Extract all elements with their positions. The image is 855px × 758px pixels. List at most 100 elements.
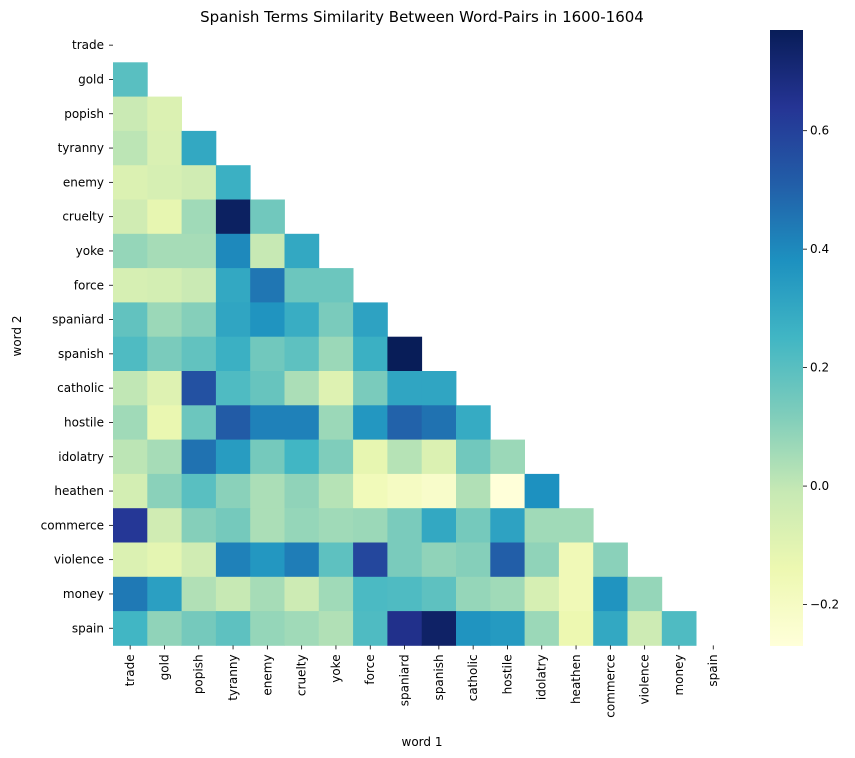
- heatmap-cell: [113, 268, 148, 303]
- heatmap-cell: [387, 473, 423, 509]
- heatmap-cell: [113, 62, 148, 97]
- heatmap-cells: [113, 62, 697, 646]
- heatmap-cell: [250, 199, 285, 235]
- colorbar-tick-label: 0.0: [810, 479, 829, 493]
- heatmap-cell: [113, 233, 148, 269]
- y-tick-label: commerce: [41, 518, 104, 532]
- heatmap-cell: [113, 473, 148, 509]
- heatmap-cell: [181, 439, 217, 475]
- heatmap-cell: [284, 371, 320, 406]
- heatmap-cell: [387, 336, 423, 372]
- x-tick-label: spaniard: [398, 654, 412, 706]
- x-tick-label: force: [363, 654, 377, 684]
- chart-title: Spanish Terms Similarity Between Word-Pa…: [200, 8, 644, 26]
- y-tick-label: catholic: [57, 381, 104, 395]
- heatmap-cell: [181, 165, 217, 200]
- y-tick-label: idolatry: [58, 450, 104, 464]
- heatmap-cell: [215, 508, 251, 543]
- heatmap-cell: [181, 268, 217, 303]
- heatmap-cell: [318, 439, 354, 475]
- heatmap-cell: [524, 576, 560, 612]
- heatmap-cell: [284, 576, 320, 612]
- heatmap-cell: [147, 576, 182, 612]
- heatmap-cell: [181, 130, 217, 166]
- heatmap-cell: [215, 439, 251, 475]
- heatmap-cell: [147, 130, 182, 166]
- heatmap-cell: [181, 371, 217, 406]
- heatmap-cell: [113, 371, 148, 406]
- heatmap-cell: [250, 405, 285, 440]
- x-tick-label: commerce: [603, 654, 617, 717]
- heatmap-cell: [456, 611, 491, 646]
- x-axis: trade gold popish tyranny enemy cruelty yoke fo…: [123, 645, 720, 718]
- y-axis-label: word 2: [10, 316, 24, 357]
- heatmap-cell: [147, 542, 182, 578]
- heatmap-cell: [215, 576, 251, 612]
- x-tick-label: spain: [706, 654, 720, 686]
- x-tick-label: hostile: [500, 654, 514, 694]
- heatmap-cell: [353, 508, 388, 543]
- heatmap-cell: [593, 611, 628, 646]
- x-tick-label: spanish: [432, 654, 446, 700]
- heatmap-cell: [215, 473, 251, 509]
- heatmap-cell: [147, 268, 182, 303]
- y-tick-label: cruelty: [62, 210, 104, 224]
- y-tick-label: violence: [54, 553, 104, 567]
- heatmap-cell: [421, 508, 457, 543]
- heatmap-cell: [113, 302, 148, 338]
- heatmap-cell: [147, 199, 182, 235]
- heatmap-cell: [490, 508, 525, 543]
- heatmap-cell: [490, 611, 525, 646]
- heatmap-cell: [627, 576, 663, 612]
- heatmap-cell: [353, 611, 388, 646]
- heatmap-cell: [318, 473, 354, 509]
- x-axis-label: word 1: [402, 735, 443, 749]
- heatmap-cell: [490, 439, 525, 475]
- colorbar-tick-label: 0.2: [810, 361, 829, 375]
- heatmap-cell: [250, 508, 285, 543]
- colorbar-tick-label: 0.4: [810, 242, 829, 256]
- heatmap-cell: [215, 336, 251, 372]
- heatmap-cell: [147, 405, 182, 440]
- heatmap-cell: [318, 405, 354, 440]
- heatmap-cell: [353, 405, 388, 440]
- x-tick-label: trade: [123, 654, 137, 686]
- heatmap-cell: [387, 405, 423, 440]
- heatmap-cell: [387, 508, 423, 543]
- heatmap-cell: [215, 542, 251, 578]
- heatmap-cell: [113, 165, 148, 200]
- heatmap-cell: [215, 302, 251, 338]
- heatmap-cell: [421, 371, 457, 406]
- heatmap-cell: [284, 508, 320, 543]
- heatmap-cell: [558, 542, 594, 578]
- heatmap-cell: [215, 268, 251, 303]
- y-tick-label: yoke: [76, 244, 104, 258]
- heatmap-cell: [113, 199, 148, 235]
- y-axis: trade gold popish tyranny enemy cruelty yoke fo…: [41, 38, 113, 635]
- heatmap-cell: [318, 268, 354, 303]
- heatmap-cell: [181, 508, 217, 543]
- y-tick-label: hostile: [64, 415, 104, 429]
- heatmap-cell: [387, 371, 423, 406]
- heatmap-cell: [284, 473, 320, 509]
- heatmap-cell: [318, 542, 354, 578]
- heatmap-cell: [353, 542, 388, 578]
- heatmap-cell: [147, 96, 182, 132]
- heatmap-cell: [353, 576, 388, 612]
- heatmap-cell: [284, 439, 320, 475]
- heatmap-cell: [421, 576, 457, 612]
- heatmap-cell: [284, 233, 320, 269]
- heatmap-cell: [250, 268, 285, 303]
- heatmap-cell: [113, 576, 148, 612]
- heatmap-cell: [456, 439, 491, 475]
- heatmap-cell: [147, 233, 182, 269]
- y-tick-label: spanish: [58, 347, 104, 361]
- heatmap-cell: [215, 371, 251, 406]
- y-tick-label: popish: [64, 107, 104, 121]
- heatmap-cell: [147, 336, 182, 372]
- heatmap-cell: [421, 439, 457, 475]
- heatmap-cell: [250, 576, 285, 612]
- x-tick-label: tyranny: [226, 654, 240, 700]
- heatmap-cell: [181, 611, 217, 646]
- heatmap-cell: [113, 405, 148, 440]
